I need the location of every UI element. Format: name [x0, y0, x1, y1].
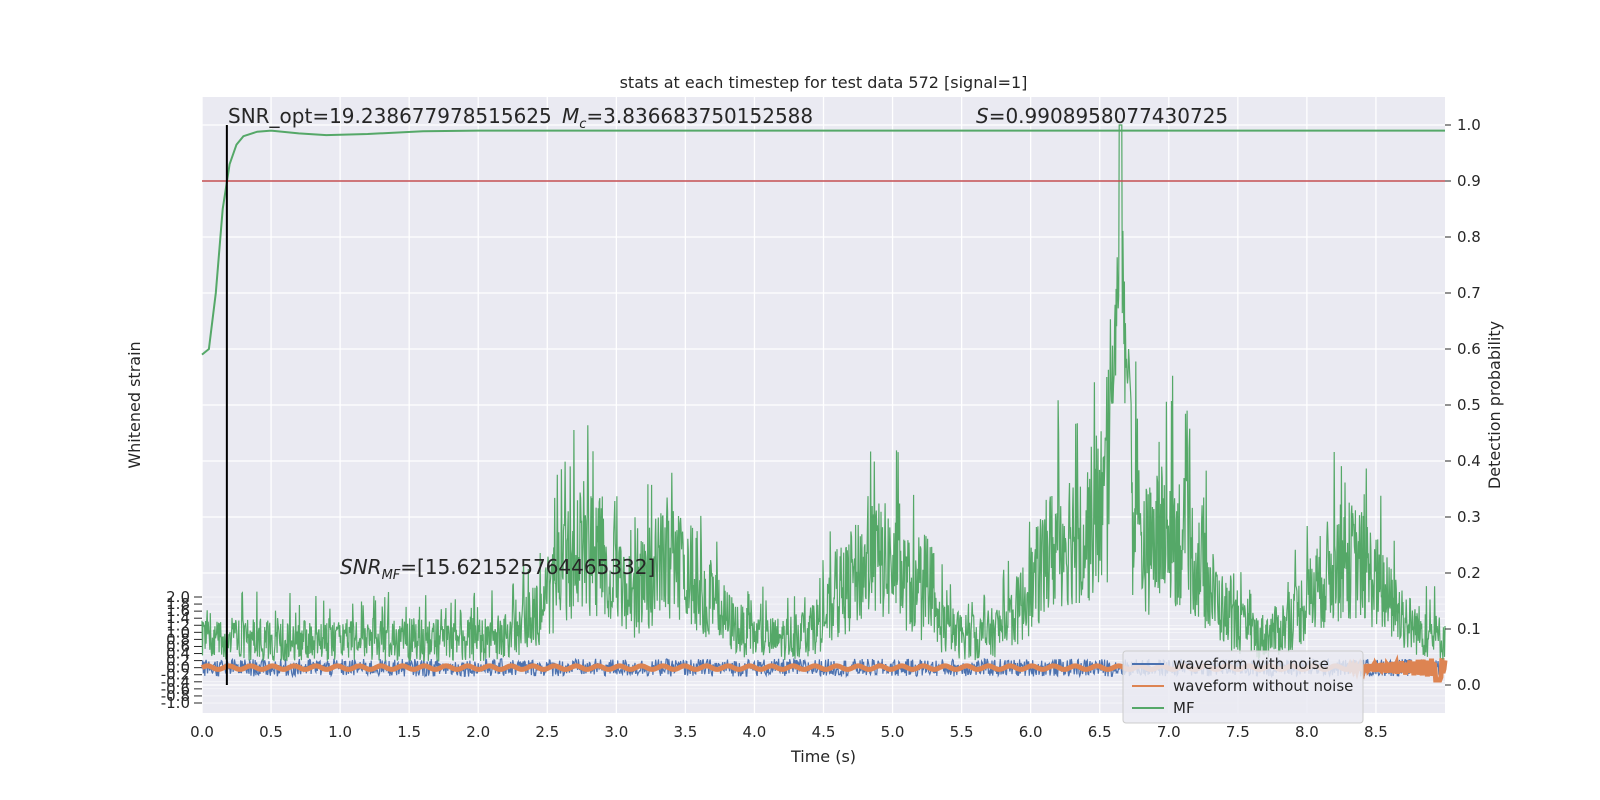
left-tick-label: -0.8: [161, 687, 190, 705]
annotation-mc-value: =3.836683750152588: [586, 104, 813, 128]
x-tick-label: 8.0: [1295, 723, 1319, 741]
x-tick-label: 2.0: [466, 723, 490, 741]
x-tick-label: 6.5: [1088, 723, 1112, 741]
right-tick-label: 0.3: [1457, 508, 1481, 526]
x-tick-label: 5.0: [881, 723, 905, 741]
left-tick-label: -1.0: [161, 694, 190, 712]
left-tick-label: 0.4: [166, 645, 190, 663]
legend-item-clean: waveform without noise: [1173, 677, 1353, 695]
left-tick-label: 1.4: [166, 609, 190, 627]
legend-item-mf: MF: [1173, 699, 1195, 717]
right-tick-label: 0.7: [1457, 284, 1481, 302]
right-tick-label: 1.0: [1457, 116, 1481, 134]
x-tick-label: 4.5: [812, 723, 836, 741]
left-tick-label: 2.0: [166, 588, 190, 606]
left-axis-ticks: -1.0-0.8-0.6-0.4-0.20.00.20.40.60.81.01.…: [161, 588, 202, 712]
left-tick-label: 1.2: [166, 616, 190, 634]
right-tick-label: 0.5: [1457, 396, 1481, 414]
series-detection-probability: [201, 129, 1445, 356]
x-tick-label: 4.0: [743, 723, 767, 741]
x-tick-label: 8.5: [1364, 723, 1388, 741]
right-tick-label: 0.4: [1457, 452, 1481, 470]
right-axis-ticks: 0.0 0.1 0.2 0.3 0.4 0.5 0.6 0.7 0.8 0.9 1.0: [1445, 116, 1481, 694]
right-axis-label: Detection probability: [1485, 321, 1504, 489]
annotation-mc: Mc=3.836683750152588: [562, 104, 813, 132]
probability-line: [201, 129, 1445, 356]
left-tick-label: 1.8: [166, 595, 190, 613]
left-tick-label: 0.8: [166, 630, 190, 648]
annotation-s-value: =0.9908958077430725: [989, 104, 1228, 128]
x-tick-label: 2.5: [535, 723, 559, 741]
left-tick-label: -0.2: [161, 666, 190, 684]
x-tick-label: 0.5: [259, 723, 283, 741]
x-tick-label: 7.5: [1226, 723, 1250, 741]
left-tick-label: 0.0: [166, 659, 190, 677]
x-axis-label: Time (s): [790, 747, 856, 766]
legend-item-noise: waveform with noise: [1173, 655, 1329, 673]
left-tick-label: 1.0: [166, 623, 190, 641]
x-tick-label: 0.0: [190, 723, 214, 741]
x-tick-label: 6.0: [1019, 723, 1043, 741]
right-tick-label: 0.6: [1457, 340, 1481, 358]
series-mf: [201, 124, 1446, 662]
x-tick-label: 5.5: [950, 723, 974, 741]
right-tick-label: 0.0: [1457, 676, 1481, 694]
x-tick-label: 3.5: [673, 723, 697, 741]
chart-title: stats at each timestep for test data 572…: [620, 73, 1028, 92]
mf-line: [201, 124, 1446, 662]
x-tick-label: 1.5: [397, 723, 421, 741]
annotation-snr-opt: SNR_opt=19.238677978515625: [228, 104, 552, 128]
x-tick-label: 7.0: [1157, 723, 1181, 741]
x-tick-label: 3.0: [604, 723, 628, 741]
left-tick-label: -0.6: [161, 680, 190, 698]
annotation-s: S=0.9908958077430725: [976, 104, 1228, 128]
left-tick-label: 0.6: [166, 637, 190, 655]
left-tick-label: 1.6: [166, 602, 190, 620]
right-tick-label: 0.1: [1457, 620, 1481, 638]
legend: waveform with noise waveform without noi…: [1122, 650, 1364, 724]
x-axis-ticks: 0.0 0.5 1.0 1.5 2.0 2.5 3.0 3.5 4.0 4.5 5.0 5.5 6.0 6…: [190, 723, 1388, 741]
left-axis-label: Whitened strain: [125, 341, 144, 468]
right-tick-label: 0.9: [1457, 172, 1481, 190]
left-tick-label: -0.4: [161, 673, 190, 691]
annotation-snr-mf: SNRMF=[15.621525764465332]: [340, 555, 655, 583]
right-tick-label: 0.8: [1457, 228, 1481, 246]
annotation-snr-mf-value: =[15.621525764465332]: [400, 555, 655, 579]
left-tick-label: 0.2: [166, 652, 190, 670]
legend-box: [1122, 650, 1364, 724]
x-tick-label: 1.0: [328, 723, 352, 741]
right-tick-label: 0.2: [1457, 564, 1481, 582]
